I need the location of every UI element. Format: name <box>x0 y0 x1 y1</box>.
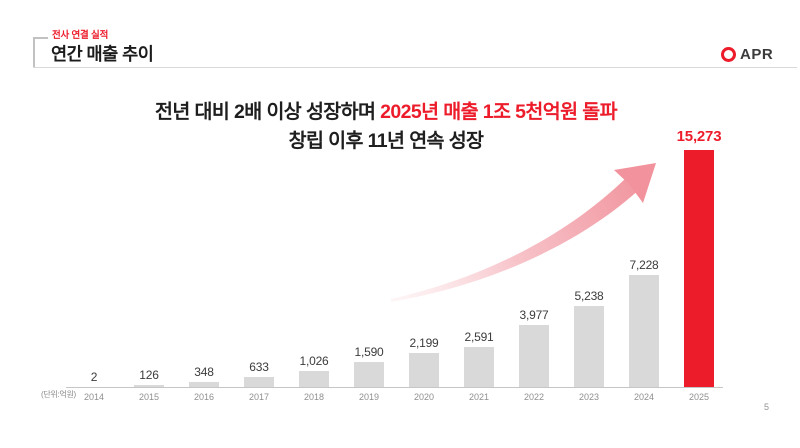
x-axis-tick-label: 2018 <box>303 392 325 402</box>
bar-value-label: 15,273 <box>676 128 722 145</box>
bar-group: 1,026 2018 <box>287 354 342 402</box>
x-axis-tick-label: 2022 <box>523 392 545 402</box>
bar <box>684 150 714 387</box>
x-axis-tick-label: 2024 <box>633 392 655 402</box>
x-axis-tick-label: 2014 <box>83 392 105 402</box>
bar-value-label: 2,591 <box>464 330 494 344</box>
bar-group: 5,238 2023 <box>562 289 617 402</box>
bar-value-label: 3,977 <box>519 308 549 322</box>
headline-line1-red: 2025년 매출 1조 5천억원 돌파 <box>380 101 617 123</box>
bar-group: 2,199 2020 <box>397 336 452 402</box>
headline-line1: 전년 대비 2배 이상 성장하며 2025년 매출 1조 5천억원 돌파 <box>0 98 772 127</box>
x-axis-tick-label: 2021 <box>468 392 490 402</box>
bar-group: 1,590 2019 <box>342 345 397 402</box>
bar-group: 15,273 2025 <box>672 128 727 402</box>
bar-group: 633 2017 <box>232 360 287 402</box>
bar <box>189 382 219 387</box>
bar-group: 126 2015 <box>122 368 177 402</box>
section-eyebrow: 전사 연결 실적 <box>52 30 109 41</box>
bar-value-label: 5,238 <box>574 289 604 303</box>
logo-ring-icon <box>721 47 736 62</box>
bar <box>574 306 604 387</box>
x-axis-line <box>66 387 723 388</box>
headline-line2: 창립 이후 11년 연속 성장 <box>288 130 484 152</box>
bar-value-label: 348 <box>194 365 214 379</box>
headline-line1-black: 전년 대비 2배 이상 성장하며 <box>155 101 381 123</box>
bar <box>354 362 384 387</box>
x-axis-tick-label: 2015 <box>138 392 160 402</box>
x-axis-tick-label: 2025 <box>688 392 710 402</box>
logo-text: APR <box>740 46 774 63</box>
x-axis-tick-label: 2020 <box>413 392 435 402</box>
bar <box>134 385 164 387</box>
header-divider <box>33 67 797 68</box>
bar-value-label: 2 <box>90 370 98 384</box>
bar <box>629 275 659 387</box>
bar-value-label: 633 <box>249 360 269 374</box>
x-axis-tick-label: 2019 <box>358 392 380 402</box>
bar-group: 2 2014 <box>67 370 122 402</box>
corner-bracket-horizontal <box>33 37 48 39</box>
bar-group: 7,228 2024 <box>617 258 672 402</box>
corner-bracket-vertical <box>33 37 35 67</box>
bar-group: 348 2016 <box>177 365 232 402</box>
bar-value-label: 1,590 <box>354 345 384 359</box>
axis-unit-label: (단위:억원) <box>41 390 76 399</box>
bar <box>519 325 549 387</box>
x-axis-tick-label: 2023 <box>578 392 600 402</box>
bar <box>464 347 494 387</box>
bar-value-label: 1,026 <box>299 354 329 368</box>
company-logo: APR <box>721 46 773 63</box>
page-number: 5 <box>764 402 770 412</box>
headline: 전년 대비 2배 이상 성장하며 2025년 매출 1조 5천억원 돌파 창립 … <box>0 98 772 156</box>
x-axis-tick-label: 2017 <box>248 392 270 402</box>
bar-group: 3,977 2022 <box>507 308 562 402</box>
bar-group: 2,591 2021 <box>452 330 507 402</box>
bar <box>299 371 329 387</box>
bar-value-label: 126 <box>139 368 159 382</box>
x-axis-tick-label: 2016 <box>193 392 215 402</box>
bar-value-label: 2,199 <box>409 336 439 350</box>
bar <box>409 353 439 387</box>
bar <box>244 377 274 387</box>
bar-value-label: 7,228 <box>629 258 659 272</box>
page-title: 연간 매출 추이 <box>51 44 154 64</box>
